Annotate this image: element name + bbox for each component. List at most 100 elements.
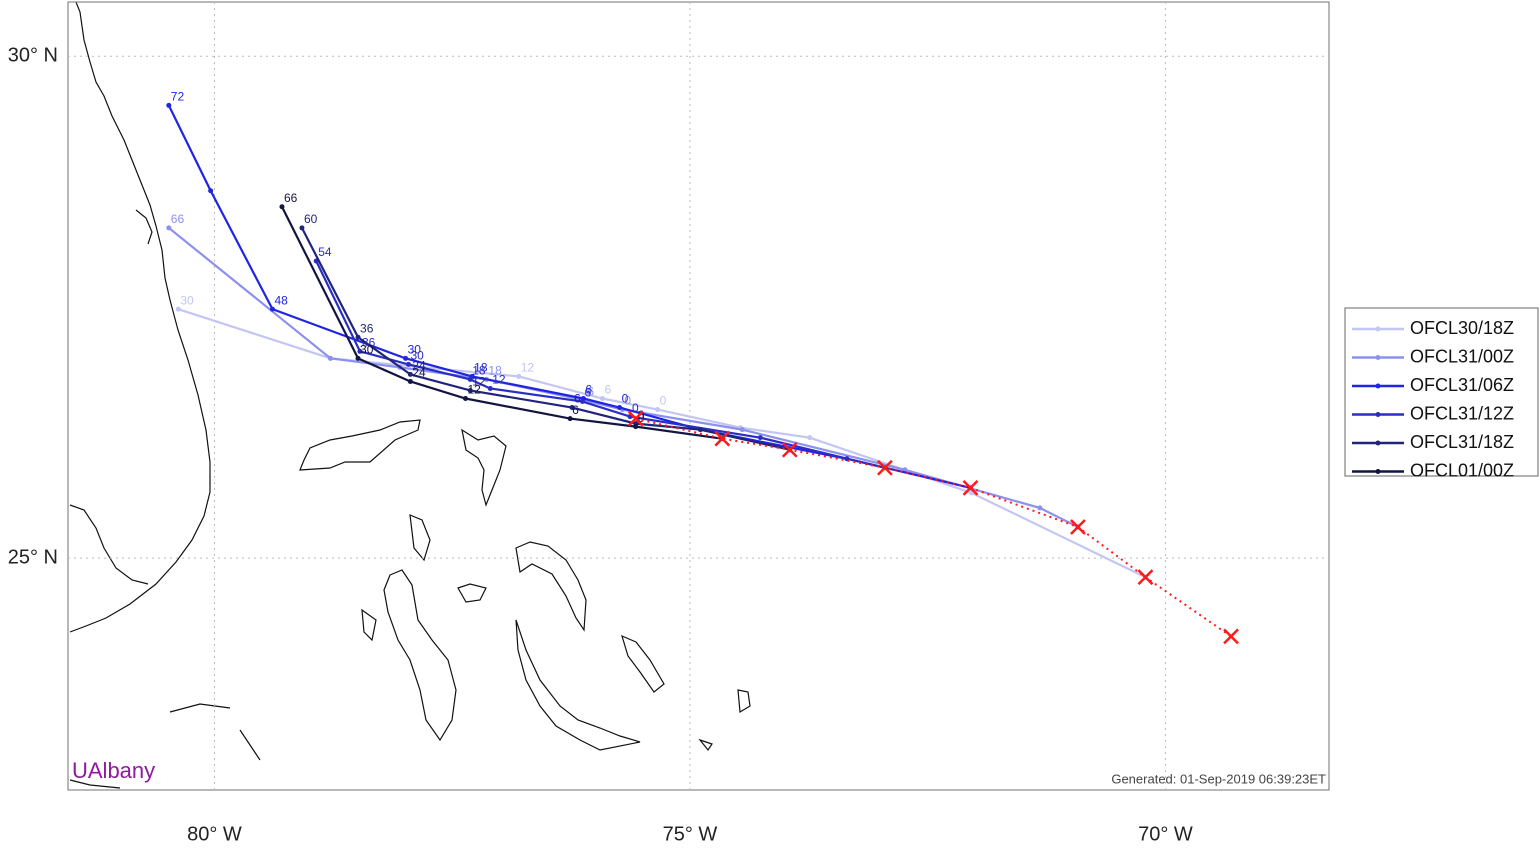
footer: Generated: 01-Sep-2019 06:39:23ET xyxy=(1111,771,1326,786)
forecast-hour-label: 30 xyxy=(410,349,424,363)
track-point xyxy=(516,373,522,379)
track-point xyxy=(569,405,575,411)
legend-marker xyxy=(1375,326,1381,332)
forecast-hour-label: 36 xyxy=(360,321,374,335)
track-point xyxy=(208,188,214,194)
best-track-point xyxy=(1137,569,1154,586)
legend-label: OFCL30/18Z xyxy=(1410,318,1514,338)
track-point xyxy=(487,385,493,391)
track-point xyxy=(807,435,813,441)
best-track-point xyxy=(962,479,979,496)
x-tick-label: 70° W xyxy=(1138,823,1193,845)
legend-label: OFCL31/06Z xyxy=(1410,375,1514,395)
plot-frame xyxy=(67,1,1330,791)
track-point xyxy=(467,387,473,393)
track-point xyxy=(1037,505,1043,511)
track-point xyxy=(357,348,363,354)
forecast-hour-label: 0 xyxy=(624,394,631,408)
forecast-hour-label: 18 xyxy=(474,361,488,375)
track-point xyxy=(757,435,763,441)
legend-marker xyxy=(1375,383,1381,389)
forecast-hour-label: 24 xyxy=(412,366,426,380)
forecast-hour-label: 0 xyxy=(638,411,645,425)
x-tick-label: 80° W xyxy=(187,823,242,845)
forecast-hour-label: 6 xyxy=(585,383,592,397)
coastlines xyxy=(69,2,751,789)
best-track-point xyxy=(1223,628,1239,645)
track-point xyxy=(175,306,181,312)
forecast-hour-label: 18 xyxy=(488,364,502,378)
forecast-hour-label: 6 xyxy=(572,403,579,417)
forecast-hour-label: 6 xyxy=(587,385,594,399)
track-point xyxy=(269,306,275,312)
legend-box xyxy=(1344,307,1539,477)
forecast-hour-label: 12 xyxy=(492,373,506,387)
legend-marker xyxy=(1375,469,1381,474)
best-track-point xyxy=(714,430,731,447)
track-point xyxy=(579,399,585,405)
y-tick-label: 30° N xyxy=(8,44,58,66)
forecast-hour-label: 30 xyxy=(180,293,194,307)
legend-marker xyxy=(1375,355,1381,360)
forecast-track xyxy=(280,206,723,440)
track-point xyxy=(166,102,172,108)
track-point xyxy=(407,378,413,384)
forecast-hour-label: 6 xyxy=(604,383,611,397)
track-point xyxy=(355,355,361,361)
track-point xyxy=(599,396,605,402)
track-point xyxy=(299,225,305,231)
forecast-hour-label: 60 xyxy=(304,212,318,226)
track-point xyxy=(327,355,333,361)
forecast-hour-label: 54 xyxy=(318,245,332,259)
track-point xyxy=(403,355,409,361)
track-point xyxy=(279,204,285,210)
legend-marker xyxy=(1375,440,1381,446)
y-tick-label: 25° N xyxy=(8,546,58,568)
forecast-hour-label: 30 xyxy=(408,343,422,357)
forecast-hour-label: 18 xyxy=(472,364,486,378)
forecast-track xyxy=(167,104,971,489)
track-point xyxy=(567,416,573,422)
best-track xyxy=(635,417,1232,638)
forecast-hour-label: 66 xyxy=(284,191,298,205)
forecast-hour-label: 0 xyxy=(660,394,667,408)
track-point xyxy=(355,334,361,340)
x-tick-label: 75° W xyxy=(663,823,718,845)
plot-layer: 0612300618660618304872061218303654061224… xyxy=(68,2,1329,790)
forecast-hour-label: 12 xyxy=(472,375,486,389)
forecast-hour-label: 24 xyxy=(412,359,426,373)
track-point xyxy=(405,361,411,367)
watermark: UAlbany xyxy=(72,758,155,783)
track-point xyxy=(739,427,745,433)
forecast-hour-label: 48 xyxy=(274,293,288,307)
best-track-point xyxy=(781,441,798,458)
track-point xyxy=(463,396,469,402)
forecast-hour-label: 66 xyxy=(171,212,185,226)
forecast-track xyxy=(300,227,791,451)
track-point xyxy=(166,225,172,231)
best-track-point xyxy=(877,459,893,476)
legend-label: OFCL31/18Z xyxy=(1410,432,1514,452)
forecast-hour-label: 30 xyxy=(360,343,374,357)
forecast-hour-label: 6 xyxy=(584,386,591,400)
track-point xyxy=(407,371,413,377)
track-point xyxy=(697,427,703,433)
track-point xyxy=(467,376,473,382)
forecast-hour-label: 0 xyxy=(622,392,629,406)
forecast-hour-label: 0 xyxy=(632,401,639,415)
forecast-hour-label: 12 xyxy=(521,361,535,375)
forecast-hour-label: 6 xyxy=(574,392,581,406)
track-point xyxy=(617,405,623,411)
forecast-hour-label: 72 xyxy=(171,90,185,104)
legend-marker xyxy=(1375,412,1381,417)
legend-label: OFCL31/12Z xyxy=(1410,403,1514,423)
legend-label: OFCL31/00Z xyxy=(1410,346,1514,366)
best-track-point xyxy=(1070,519,1086,535)
best-track-point xyxy=(627,410,644,427)
legend-label: OFCL01/00Z xyxy=(1410,460,1514,480)
track-point xyxy=(633,424,639,430)
track-point xyxy=(655,407,661,413)
forecast-hour-label: 12 xyxy=(468,383,482,397)
